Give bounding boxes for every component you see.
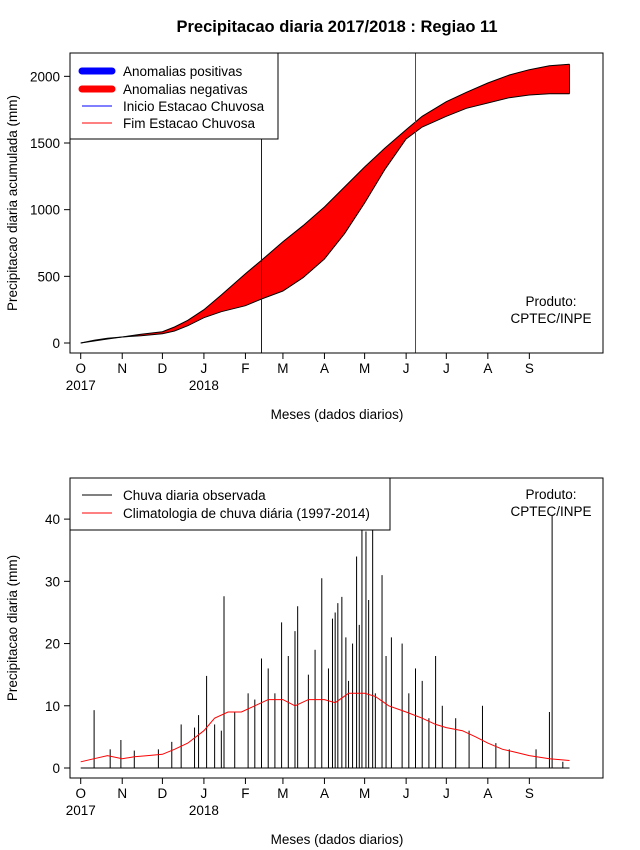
climatology-daily-line: [80, 692, 570, 763]
x-tick-label-month: A: [320, 361, 329, 376]
top-plot-content: [80, 53, 571, 353]
x-tick-label-month: J: [403, 361, 410, 376]
daily-precipitation-chart: 0 10 20 30 40 O N D J F M A M J J A S 2017 2018 Meses (da…: [5, 477, 604, 847]
top-plot-frame: [69, 52, 604, 354]
x-tick-label-year: 2017: [66, 378, 96, 393]
x-tick-label-month: N: [117, 361, 127, 376]
top-legend-box: [69, 52, 279, 140]
x-tick-label-month: J: [201, 361, 208, 376]
y-tick-label: 20: [45, 637, 60, 652]
bottom-legend: Chuva diaria observada Climatologia de c…: [69, 477, 391, 531]
top-y-axis: 0 500 1000 1500 2000: [30, 69, 70, 351]
x-tick-label-month: F: [241, 361, 249, 376]
bottom-plot-content: [80, 494, 570, 769]
top-legend: Anomalias positivas Anomalias negativas …: [69, 52, 279, 140]
climatology-accumulated-line: [80, 63, 570, 344]
bottom-y-axis: 0 10 20 30 40: [45, 512, 70, 776]
y-tick-label: 1000: [30, 203, 60, 218]
x-tick-label-month: M: [277, 361, 288, 376]
x-tick-label-year: 2018: [189, 378, 219, 393]
bottom-product-label: Produto:: [525, 487, 576, 502]
x-tick-label-month: D: [158, 361, 168, 376]
bottom-x-axis-title: Meses (dados diarios): [271, 832, 404, 847]
x-tick-label-month: A: [483, 786, 492, 801]
top-x-axis: O N D J F M A M J J A S 2017 2018: [66, 353, 534, 393]
top-product-source: CPTEC/INPE: [510, 311, 591, 326]
legend-label-climatology: Climatologia de chuva diária (1997-2014): [123, 506, 370, 521]
bottom-clipped-marks: [80, 494, 570, 769]
x-tick-label-month: J: [443, 361, 450, 376]
x-tick-label-month: A: [483, 361, 492, 376]
y-tick-label: 10: [45, 699, 60, 714]
y-tick-label: 500: [37, 269, 60, 284]
top-product-label: Produto:: [525, 294, 576, 309]
x-tick-label-month: F: [241, 786, 249, 801]
top-chart-title: Precipitacao diaria 2017/2018 : Regiao 1…: [176, 18, 497, 36]
legend-label-negative-anomaly: Anomalias negativas: [123, 82, 248, 97]
top-x-axis-title: Meses (dados diarios): [271, 407, 404, 422]
x-tick-label-month: J: [443, 786, 450, 801]
bottom-x-axis: O N D J F M A M J J A S 2017 2018: [66, 778, 534, 818]
top-y-axis-title: Precipitacao diaria acumulada (mm): [5, 95, 20, 311]
bottom-y-axis-title: Precipitacao diaria (mm): [5, 555, 20, 701]
y-tick-label: 0: [52, 761, 60, 776]
y-tick-label: 30: [45, 574, 60, 589]
x-tick-label-year: 2017: [66, 803, 96, 818]
y-tick-label: 40: [45, 512, 60, 527]
x-tick-label-month: M: [359, 361, 370, 376]
x-tick-label-month: N: [117, 786, 127, 801]
x-tick-label-month: A: [320, 786, 329, 801]
y-tick-label: 0: [52, 336, 60, 351]
observed-accumulated-line: [80, 93, 570, 344]
negative-anomaly-band: [80, 64, 570, 344]
accumulated-precipitation-chart: Precipitacao diaria 2017/2018 : Regiao 1…: [5, 18, 604, 422]
bottom-legend-box: [69, 477, 391, 531]
x-tick-label-month: S: [525, 786, 534, 801]
x-tick-label-month: O: [75, 361, 86, 376]
x-tick-label-month: M: [359, 786, 370, 801]
legend-label-rainy-start: Inicio Estacao Chuvosa: [123, 99, 265, 114]
x-tick-label-month: D: [158, 786, 168, 801]
legend-label-positive-anomaly: Anomalias positivas: [123, 64, 243, 79]
y-tick-label: 1500: [30, 136, 60, 151]
bottom-product-source: CPTEC/INPE: [510, 504, 591, 519]
x-tick-label-year: 2018: [189, 803, 219, 818]
x-tick-label-month: O: [75, 786, 86, 801]
legend-label-observed: Chuva diaria observada: [123, 488, 266, 503]
x-tick-label-month: J: [403, 786, 410, 801]
y-tick-label: 2000: [30, 69, 60, 84]
legend-label-rainy-end: Fim Estacao Chuvosa: [123, 116, 256, 131]
x-tick-label-month: M: [277, 786, 288, 801]
x-tick-label-month: J: [201, 786, 208, 801]
x-tick-label-month: S: [525, 361, 534, 376]
